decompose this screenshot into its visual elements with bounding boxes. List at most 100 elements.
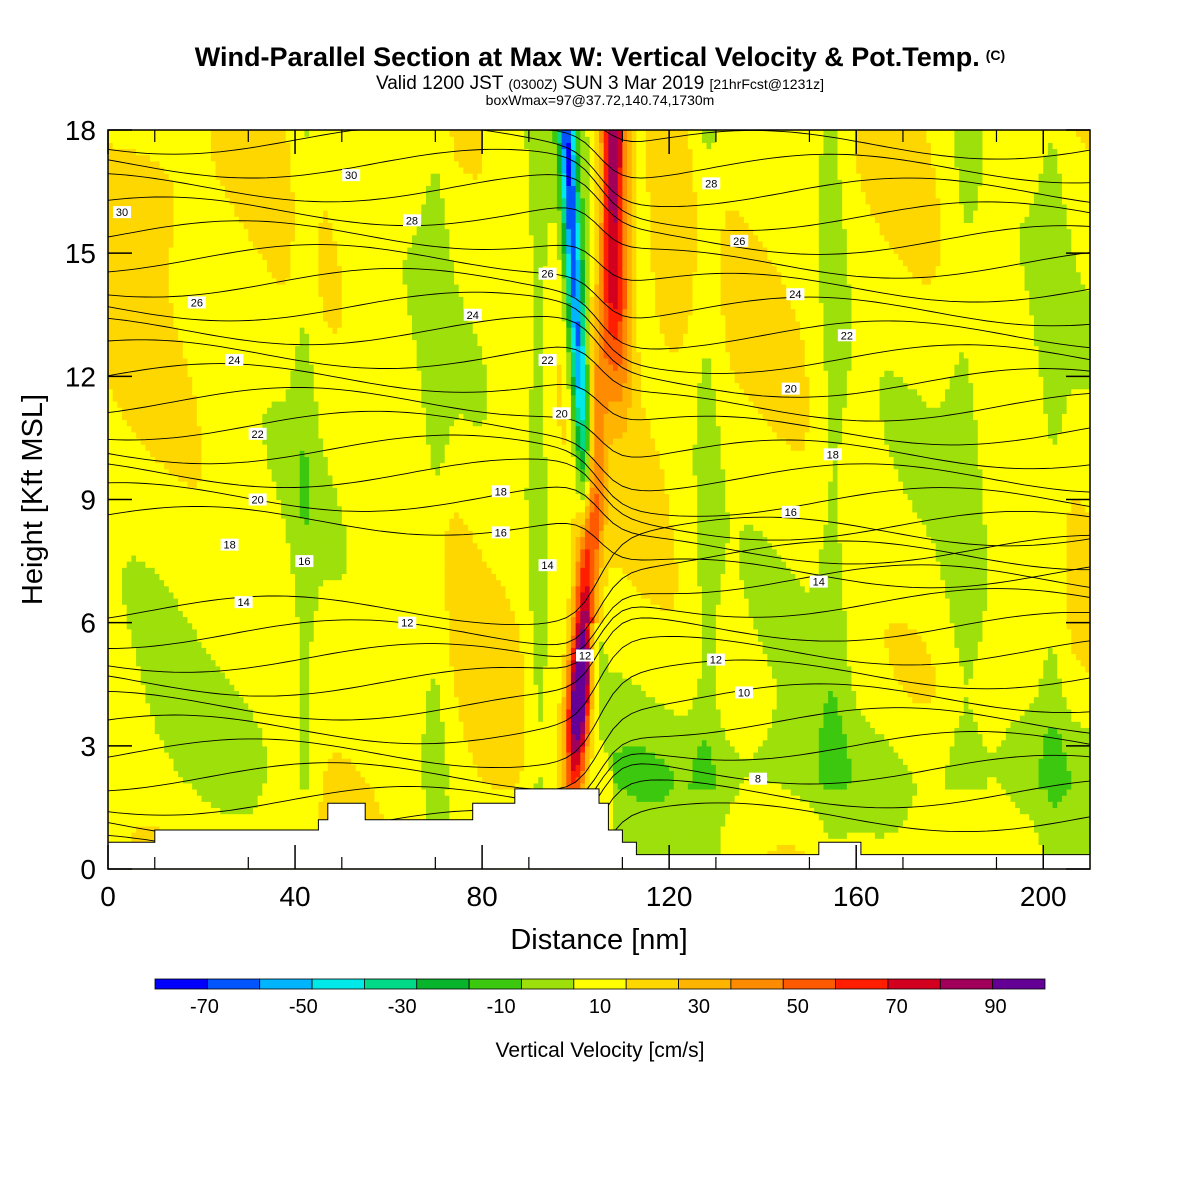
velocity-cell bbox=[618, 795, 623, 802]
velocity-cell bbox=[230, 814, 235, 821]
velocity-cell bbox=[398, 801, 403, 808]
velocity-cell bbox=[1001, 838, 1006, 845]
velocity-cell bbox=[973, 832, 978, 839]
velocity-cell bbox=[276, 807, 281, 814]
velocity-cell bbox=[800, 838, 805, 845]
velocity-cell bbox=[122, 801, 127, 808]
velocity-cell bbox=[964, 820, 969, 827]
velocity-cell bbox=[1020, 826, 1025, 833]
velocity-cell bbox=[679, 820, 684, 827]
velocity-cell bbox=[707, 838, 712, 845]
velocity-cell bbox=[290, 801, 295, 808]
velocity-cell bbox=[365, 801, 370, 808]
velocity-cell bbox=[992, 832, 997, 839]
velocity-cell bbox=[739, 838, 744, 845]
velocity-cell bbox=[272, 814, 277, 821]
velocity-cell bbox=[1067, 807, 1072, 814]
velocity-cell bbox=[730, 795, 735, 802]
velocity-cell bbox=[655, 826, 660, 833]
velocity-cell bbox=[884, 807, 889, 814]
velocity-cell bbox=[407, 795, 412, 802]
velocity-cell bbox=[660, 814, 665, 821]
velocity-cell bbox=[926, 838, 931, 845]
velocity-cell bbox=[155, 820, 160, 827]
velocity-cell bbox=[669, 795, 674, 802]
velocity-cell bbox=[1011, 801, 1016, 808]
velocity-cell bbox=[964, 801, 969, 808]
velocity-cell bbox=[753, 814, 758, 821]
velocity-cell bbox=[318, 801, 323, 808]
velocity-cell bbox=[1015, 832, 1020, 839]
velocity-cell bbox=[290, 814, 295, 821]
velocity-cell bbox=[968, 814, 973, 821]
velocity-cell bbox=[721, 832, 726, 839]
velocity-cell bbox=[1053, 826, 1058, 833]
velocity-cell bbox=[917, 838, 922, 845]
velocity-cell bbox=[707, 832, 712, 839]
velocity-cell bbox=[421, 801, 426, 808]
velocity-cell bbox=[987, 807, 992, 814]
velocity-cell bbox=[1071, 807, 1076, 814]
velocity-cell bbox=[1062, 807, 1067, 814]
velocity-cell bbox=[861, 807, 866, 814]
velocity-cell bbox=[234, 801, 239, 808]
velocity-cell bbox=[711, 844, 716, 851]
velocity-cell bbox=[870, 838, 875, 845]
velocity-cell bbox=[875, 826, 880, 833]
velocity-cell bbox=[735, 844, 740, 851]
velocity-cell bbox=[968, 838, 973, 845]
velocity-cell bbox=[356, 795, 361, 802]
velocity-cell bbox=[954, 838, 959, 845]
velocity-cell bbox=[650, 838, 655, 845]
velocity-cell bbox=[884, 838, 889, 845]
velocity-cell bbox=[945, 832, 950, 839]
velocity-cell bbox=[693, 795, 698, 802]
velocity-cell bbox=[379, 807, 384, 814]
velocity-cell bbox=[435, 795, 440, 802]
velocity-cell bbox=[202, 795, 207, 802]
velocity-cell bbox=[809, 844, 814, 851]
velocity-cell bbox=[996, 832, 1001, 839]
velocity-cell bbox=[744, 838, 749, 845]
velocity-cell bbox=[950, 838, 955, 845]
velocity-cell bbox=[875, 844, 880, 851]
velocity-cell bbox=[145, 832, 150, 839]
velocity-cell bbox=[253, 807, 258, 814]
velocity-cell bbox=[216, 807, 221, 814]
velocity-cell bbox=[996, 807, 1001, 814]
velocity-cell bbox=[604, 795, 609, 802]
velocity-cell bbox=[314, 807, 319, 814]
velocity-cell bbox=[763, 807, 768, 814]
velocity-cell bbox=[908, 814, 913, 821]
velocity-cell bbox=[1039, 838, 1044, 845]
velocity-cell bbox=[922, 844, 927, 851]
velocity-cell bbox=[926, 820, 931, 827]
velocity-cell bbox=[192, 820, 197, 827]
velocity-cell bbox=[814, 814, 819, 821]
velocity-cell bbox=[108, 801, 113, 808]
velocity-cell bbox=[735, 832, 740, 839]
velocity-cell bbox=[1057, 844, 1062, 851]
velocity-cell bbox=[819, 832, 824, 839]
velocity-cell bbox=[650, 801, 655, 808]
velocity-cell bbox=[954, 820, 959, 827]
velocity-cell bbox=[295, 807, 300, 814]
velocity-cell bbox=[730, 814, 735, 821]
velocity-cell bbox=[646, 838, 651, 845]
velocity-cell bbox=[992, 814, 997, 821]
velocity-cell bbox=[749, 826, 754, 833]
velocity-cell bbox=[903, 838, 908, 845]
velocity-cell bbox=[837, 832, 842, 839]
velocity-cell bbox=[912, 814, 917, 821]
velocity-cell bbox=[763, 814, 768, 821]
velocity-cell bbox=[898, 820, 903, 827]
velocity-cell bbox=[641, 826, 646, 833]
velocity-cell bbox=[837, 826, 842, 833]
velocity-cell bbox=[828, 807, 833, 814]
velocity-cell bbox=[795, 801, 800, 808]
velocity-cell bbox=[894, 807, 899, 814]
velocity-cell bbox=[852, 820, 857, 827]
velocity-cell bbox=[622, 801, 627, 808]
velocity-cell bbox=[683, 795, 688, 802]
velocity-cell bbox=[931, 807, 936, 814]
